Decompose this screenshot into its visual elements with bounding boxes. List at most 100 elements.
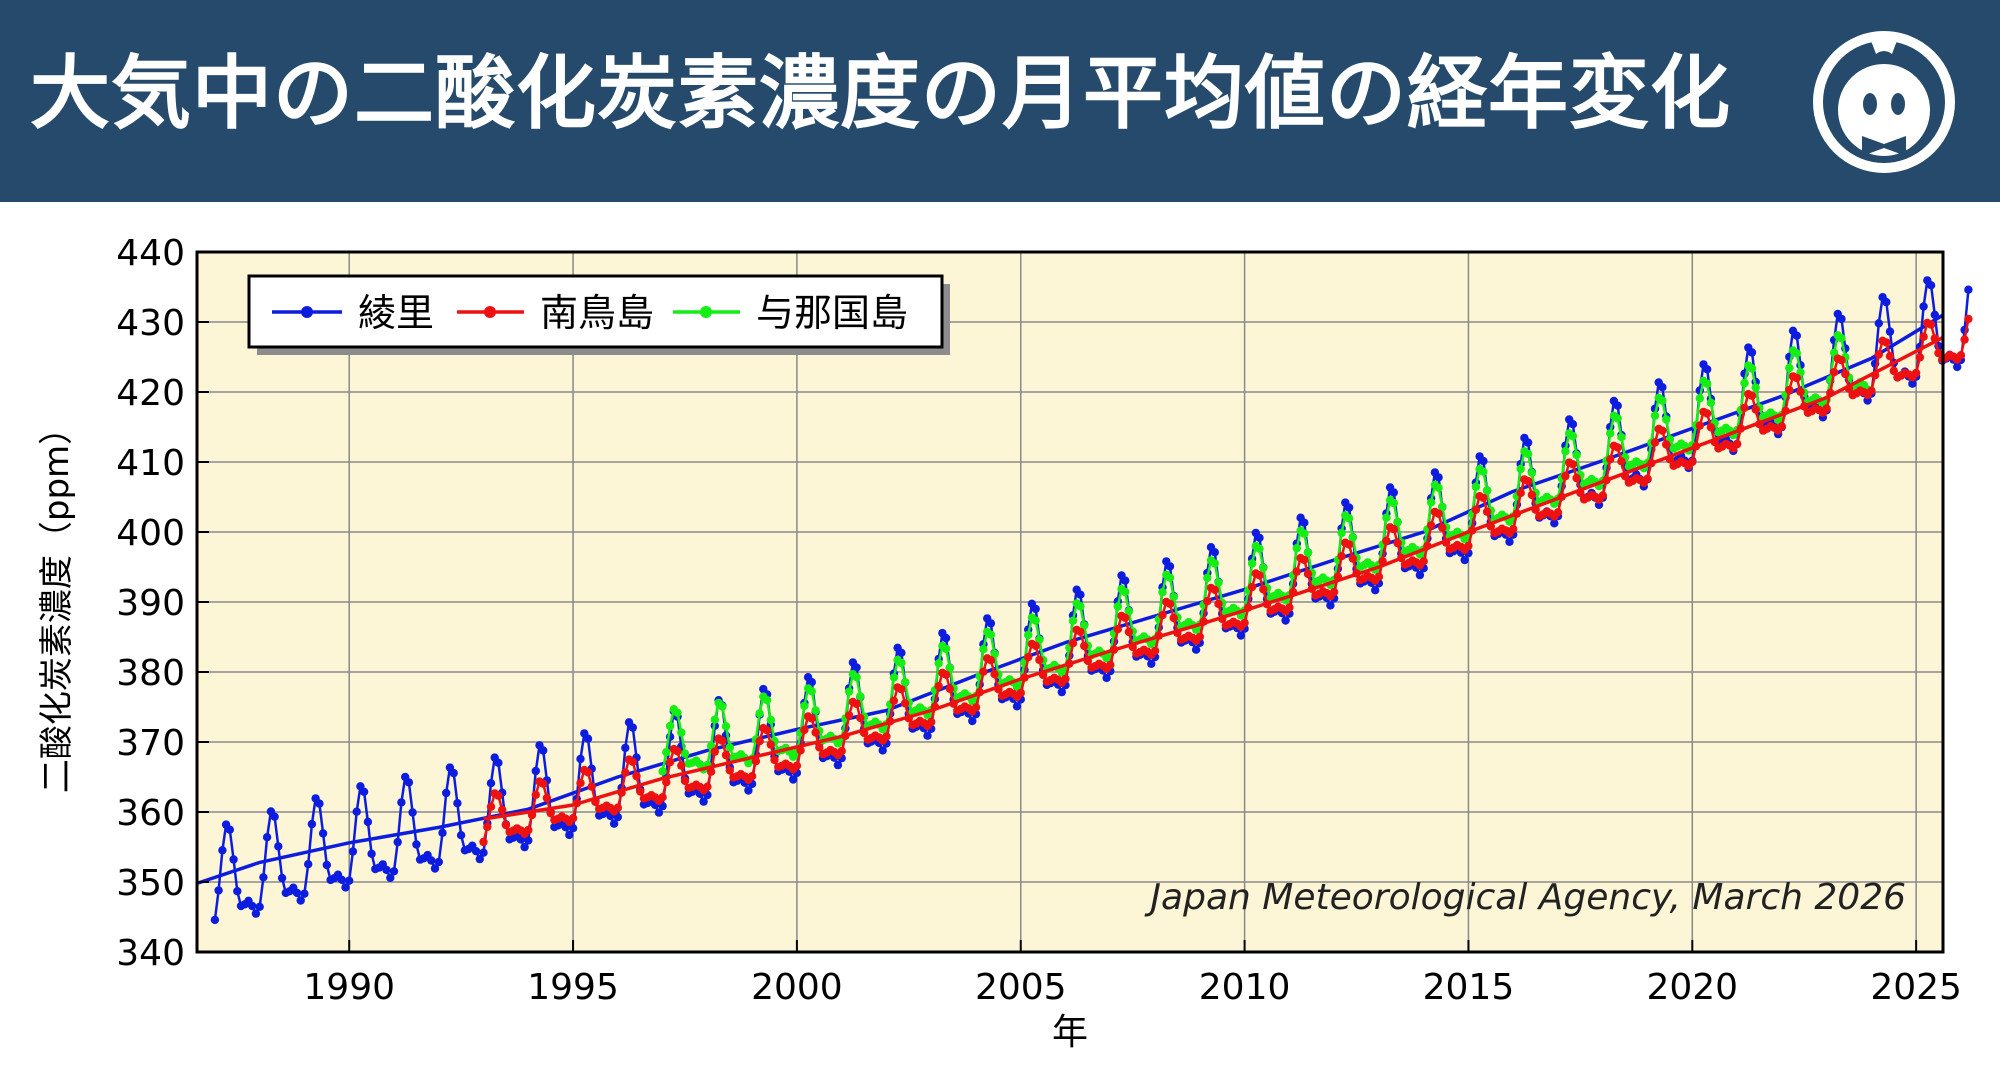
data-point [654, 808, 664, 817]
data-point [1426, 498, 1436, 507]
data-point [703, 782, 712, 791]
data-point [1438, 502, 1447, 512]
data-point [494, 791, 503, 800]
data-point [1426, 521, 1436, 530]
data-point [1023, 653, 1033, 662]
data-point [1785, 363, 1794, 373]
trend-line [196, 313, 1944, 886]
data-point [1915, 353, 1925, 362]
data-point [1662, 440, 1671, 449]
data-point [1695, 421, 1705, 430]
data-point [662, 748, 671, 757]
data-point [852, 663, 861, 672]
data-point [307, 819, 317, 829]
data-point [1934, 348, 1943, 358]
y-tick-label: 400 [116, 513, 185, 554]
data-point [1792, 373, 1802, 383]
data-point [807, 714, 816, 723]
data-point [878, 746, 887, 755]
data-point [1329, 587, 1339, 597]
data-point [1613, 443, 1622, 452]
x-axis-label: 年 [1052, 1012, 1088, 1053]
data-point [927, 717, 936, 727]
y-tick-label: 420 [116, 373, 185, 414]
data-point [747, 772, 757, 781]
x-tick-label: 2015 [1423, 967, 1515, 1008]
data-point [1650, 411, 1660, 420]
data-point [680, 776, 690, 786]
data-point [1195, 632, 1205, 642]
data-point [658, 793, 667, 802]
data-point [1953, 362, 1962, 372]
data-point [568, 824, 578, 833]
data-point [1438, 523, 1447, 532]
data-point [539, 779, 548, 788]
data-point [1255, 571, 1264, 580]
data-point [941, 670, 951, 679]
series-group [196, 276, 1973, 925]
data-point [1785, 385, 1794, 395]
data-point [524, 825, 533, 835]
data-point [359, 787, 369, 796]
legend-item-minamitorishima: 南鳥島 [457, 291, 654, 335]
data-point [1158, 588, 1167, 597]
data-point [718, 736, 727, 745]
data-point [322, 860, 331, 870]
data-point [1419, 557, 1428, 566]
data-point [807, 678, 816, 687]
data-point [990, 649, 999, 659]
data-point [789, 775, 798, 784]
x-tick-label: 1990 [303, 967, 395, 1008]
data-point [1191, 645, 1201, 654]
header-banner: 大気中の二酸化炭素濃度の月平均値の経年変化 [0, 0, 2000, 202]
data-point [438, 828, 447, 837]
data-point [673, 708, 682, 717]
legend-label-minamitorishima: 南鳥島 [540, 291, 654, 335]
data-point [1568, 431, 1578, 441]
data-point [1344, 514, 1354, 523]
data-point [1464, 541, 1473, 551]
data-point [442, 788, 451, 798]
data-point [1874, 350, 1884, 359]
data-point [725, 766, 734, 775]
data-point [941, 633, 951, 643]
data-point [274, 842, 283, 851]
data-point [524, 836, 533, 845]
data-point [815, 743, 824, 752]
data-point [300, 889, 309, 898]
data-point [766, 740, 775, 749]
data-point [539, 746, 548, 755]
data-point [427, 856, 436, 865]
data-point [1303, 569, 1313, 579]
data-point [576, 754, 585, 764]
data-point [718, 702, 727, 711]
data-point [706, 767, 716, 776]
data-point [568, 814, 578, 823]
data-point [1527, 468, 1537, 477]
data-point [393, 837, 402, 847]
data-point [856, 713, 865, 723]
data-point [214, 886, 223, 895]
data-point [1348, 554, 1358, 563]
data-point [710, 715, 719, 724]
data-point [367, 849, 376, 858]
data-point [721, 750, 731, 760]
data-point [1434, 483, 1443, 492]
data-point [770, 755, 779, 765]
y-tick-label: 390 [116, 583, 185, 624]
data-point [680, 749, 690, 758]
data-point [1482, 507, 1492, 516]
data-point [1102, 673, 1111, 683]
data-point [1829, 368, 1839, 377]
data-point [304, 860, 313, 869]
data-point [1210, 559, 1220, 568]
data-point [1919, 332, 1928, 341]
data-point [1285, 603, 1294, 612]
data-point [1080, 621, 1089, 630]
y-tick-label: 370 [116, 723, 185, 764]
data-point [1203, 573, 1212, 583]
data-point [498, 805, 507, 815]
data-point [251, 909, 261, 918]
data-point [1348, 533, 1358, 542]
data-point [1662, 415, 1671, 424]
